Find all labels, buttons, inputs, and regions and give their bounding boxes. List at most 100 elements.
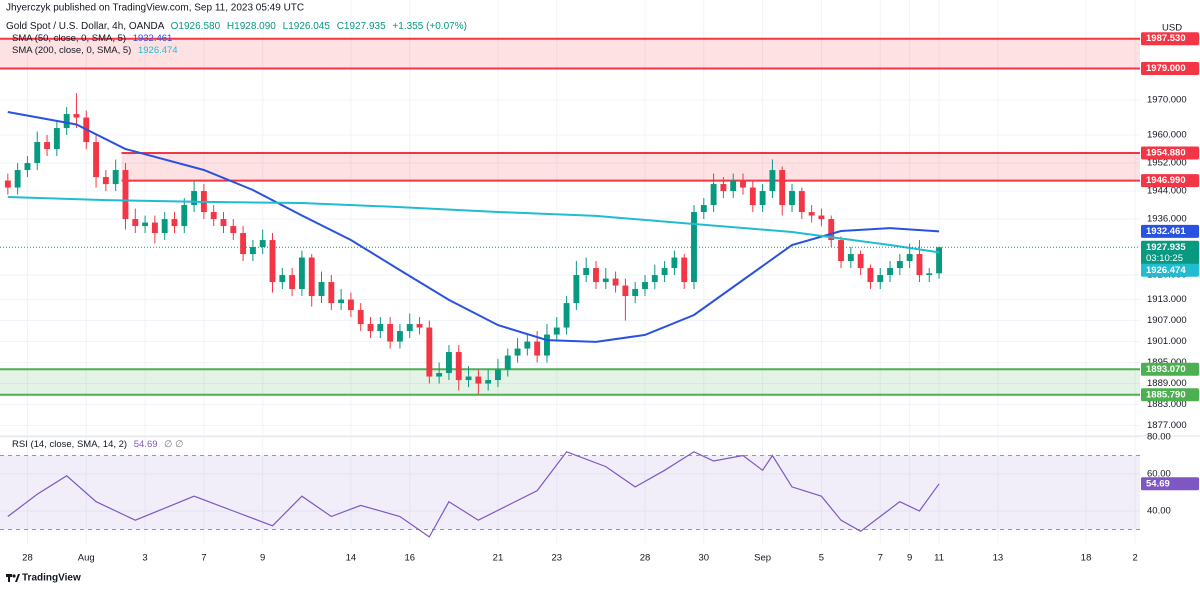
candle-body [906,254,913,262]
candle-body [416,324,423,328]
candle-body [847,254,854,262]
candle-body [838,240,844,262]
x-tick-label: 21 [493,553,504,564]
candle-body [749,187,756,206]
candle-body [112,170,119,185]
candle-body [622,285,629,297]
candle-body [661,268,668,276]
candle-body [808,212,815,216]
candle-body [328,282,335,304]
x-tick-label: 13 [993,553,1004,564]
sma50-price-label: 1932.461 [1146,226,1186,237]
candle-body [24,163,31,171]
candle-body [602,278,609,283]
candle-body [269,240,276,283]
rsi-value-label-box [1141,477,1199,491]
zone-low-label-box [1141,174,1199,188]
zone-low-label-box [1141,62,1199,76]
candle-body [651,275,658,283]
candle-body [759,191,766,206]
x-tick-label: Sep [754,553,771,564]
candle-body [455,352,462,381]
x-tick-label: 18 [1081,553,1092,564]
y-tick-label: 1877.000 [1147,420,1187,431]
candle-body [308,257,315,297]
y-tick-label: 1907.000 [1147,315,1187,326]
zone-low-label: 1885.790 [1146,389,1186,400]
x-tick-label: 30 [699,553,710,564]
candle-body [887,268,893,276]
candle-body [357,310,364,325]
zone [121,152,1140,181]
plot-layer [0,0,1200,545]
candle-body [936,247,942,274]
sma200-price-label-box [1141,263,1199,277]
y-tick-label: 1970.000 [1147,95,1187,106]
x-tick-label: 7 [201,553,206,564]
candle-body [151,222,158,234]
candle-body [338,299,345,304]
candle-body [436,373,443,377]
symbol-legend: Gold Spot / U.S. Dollar, 4h, OANDA O1926… [6,21,467,32]
candle-body [681,257,688,283]
rsi-band [0,455,1140,530]
candle-body [279,275,286,283]
brand-logo [6,574,20,582]
zone [0,369,1140,395]
candle-body [916,254,923,276]
ohlc-high: H1928.090 [227,21,276,32]
candle-body [446,352,452,374]
candle-body [171,219,178,227]
candle-body [122,170,129,220]
ohlc-low: L1926.045 [283,21,331,32]
candle-body [396,331,403,342]
symbol-title: Gold Spot / U.S. Dollar, 4h, OANDA [6,21,165,32]
candle-body [289,275,296,290]
y-tick-label: 1913.000 [1147,294,1187,305]
candle-body [877,275,884,283]
candle-body [220,219,227,227]
candle-body [426,327,433,377]
candle-body [191,191,198,206]
candle-body [769,170,776,192]
zone-high-label: 1954.880 [1146,147,1186,158]
candle-body [553,327,560,335]
candle-body [367,324,374,332]
candle-body [789,191,795,206]
candle-body [926,273,933,276]
candle-body [406,324,413,332]
candle-body [14,170,21,188]
legend-layer: Jhyerczyk published on TradingView.com, … [6,3,1199,584]
candle-body [465,376,472,381]
candle-body [573,275,580,304]
last-price-label: 1927.935 [1146,242,1186,253]
sma50-value: 1932.461 [133,33,173,44]
candle-body [102,177,109,185]
rsi-tick-label: 80.00 [1147,432,1171,443]
candle-body [240,233,247,255]
ohlc-open: O1926.580 [171,21,221,32]
candle-body [593,268,599,283]
y-tick-label: 1952.000 [1147,158,1187,169]
candle-body [798,191,805,213]
candle-body [181,205,188,227]
candle-body [867,268,874,283]
last-price-label-box [1141,240,1199,265]
rsi-value: 54.69 [134,439,158,450]
candle-body [700,205,707,213]
x-tick-label: 9 [260,553,265,564]
candle-body [779,170,786,206]
candle-body [828,219,835,241]
sma200-price-label: 1926.474 [1146,265,1186,276]
candle-body [710,184,717,206]
candle-body [259,240,266,248]
candle-body [249,247,256,255]
rsi-legend: RSI (14, close, SMA, 14, 2) 54.69 ∅ ∅ [12,439,183,450]
zone-low-label: 1946.990 [1146,175,1186,186]
countdown: 03:10:25 [1146,253,1183,264]
candle-body [524,341,531,349]
candle-body [563,303,570,328]
candle-body [730,180,737,192]
candle-body [896,261,903,269]
